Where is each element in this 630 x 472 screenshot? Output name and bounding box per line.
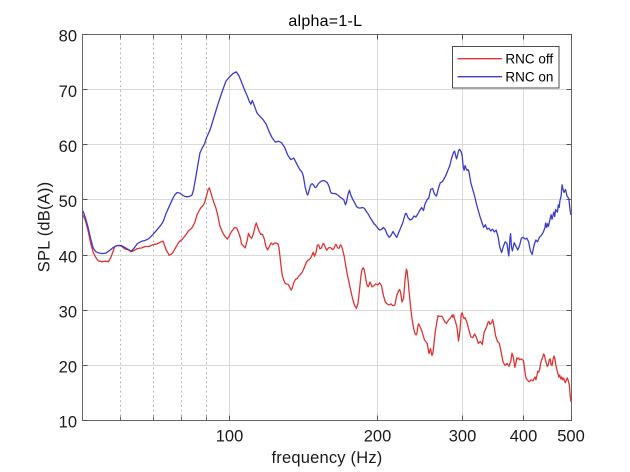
svg-text:10: 10 (59, 414, 77, 432)
svg-text:alpha=1-L: alpha=1-L (288, 13, 362, 30)
svg-text:50: 50 (59, 193, 77, 211)
svg-text:20: 20 (59, 359, 77, 377)
svg-text:RNC off: RNC off (505, 52, 553, 67)
svg-text:80: 80 (59, 28, 77, 46)
svg-text:300: 300 (449, 427, 477, 445)
svg-text:70: 70 (59, 83, 77, 101)
svg-text:30: 30 (59, 303, 77, 321)
svg-text:200: 200 (364, 427, 392, 445)
svg-text:60: 60 (59, 138, 77, 156)
svg-text:100: 100 (216, 427, 244, 445)
svg-text:RNC on: RNC on (505, 70, 553, 85)
svg-text:400: 400 (510, 427, 538, 445)
svg-text:500: 500 (557, 427, 585, 445)
svg-text:40: 40 (59, 248, 77, 266)
svg-text:frequency (Hz): frequency (Hz) (271, 449, 382, 467)
svg-text:SPL (dB(A)): SPL (dB(A)) (36, 182, 54, 273)
